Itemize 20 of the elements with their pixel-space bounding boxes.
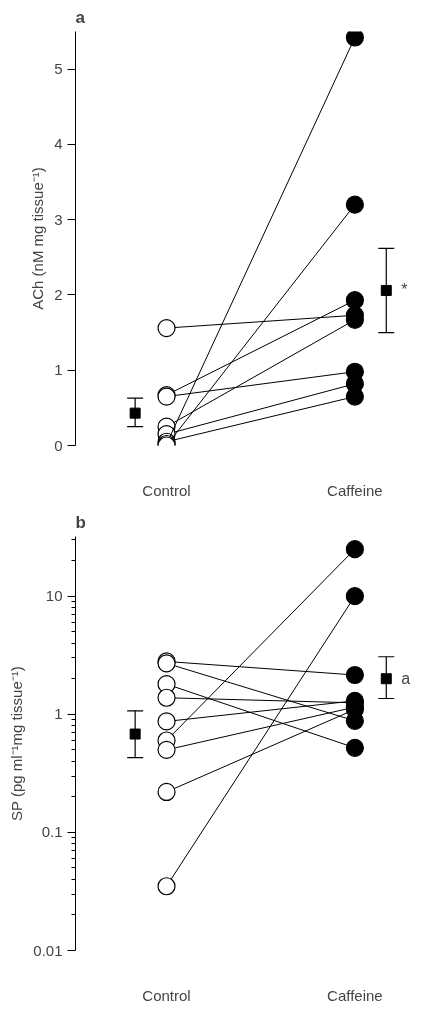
y-tick-label: 10 [45,587,63,605]
y-tick-label: 1 [54,705,63,723]
y-tick-label: 4 [54,135,63,153]
chart-title: a [75,7,86,27]
x-tick-label: Control [142,481,191,499]
y-axis-title: SP (pg ml⁻¹mg tissue⁻¹) [8,666,26,822]
x-tick-label: Caffeine [327,986,383,1004]
annotation: a [401,669,411,687]
y-tick-label: 1 [54,361,63,379]
x-tick-label: Control [142,986,191,1004]
y-tick-label: 3 [54,210,63,228]
annotation: * [401,281,408,299]
chart-title: b [75,512,86,532]
y-tick-label: 5 [54,60,63,78]
y-tick-label: 0.1 [41,823,63,841]
x-tick-label: Caffeine [327,481,383,499]
y-tick-label: 0 [54,436,63,454]
y-tick-label: 0.01 [33,941,63,959]
y-tick-label: 2 [54,285,63,303]
y-axis-title: ACh (nM mg tissue⁻¹) [29,167,47,310]
